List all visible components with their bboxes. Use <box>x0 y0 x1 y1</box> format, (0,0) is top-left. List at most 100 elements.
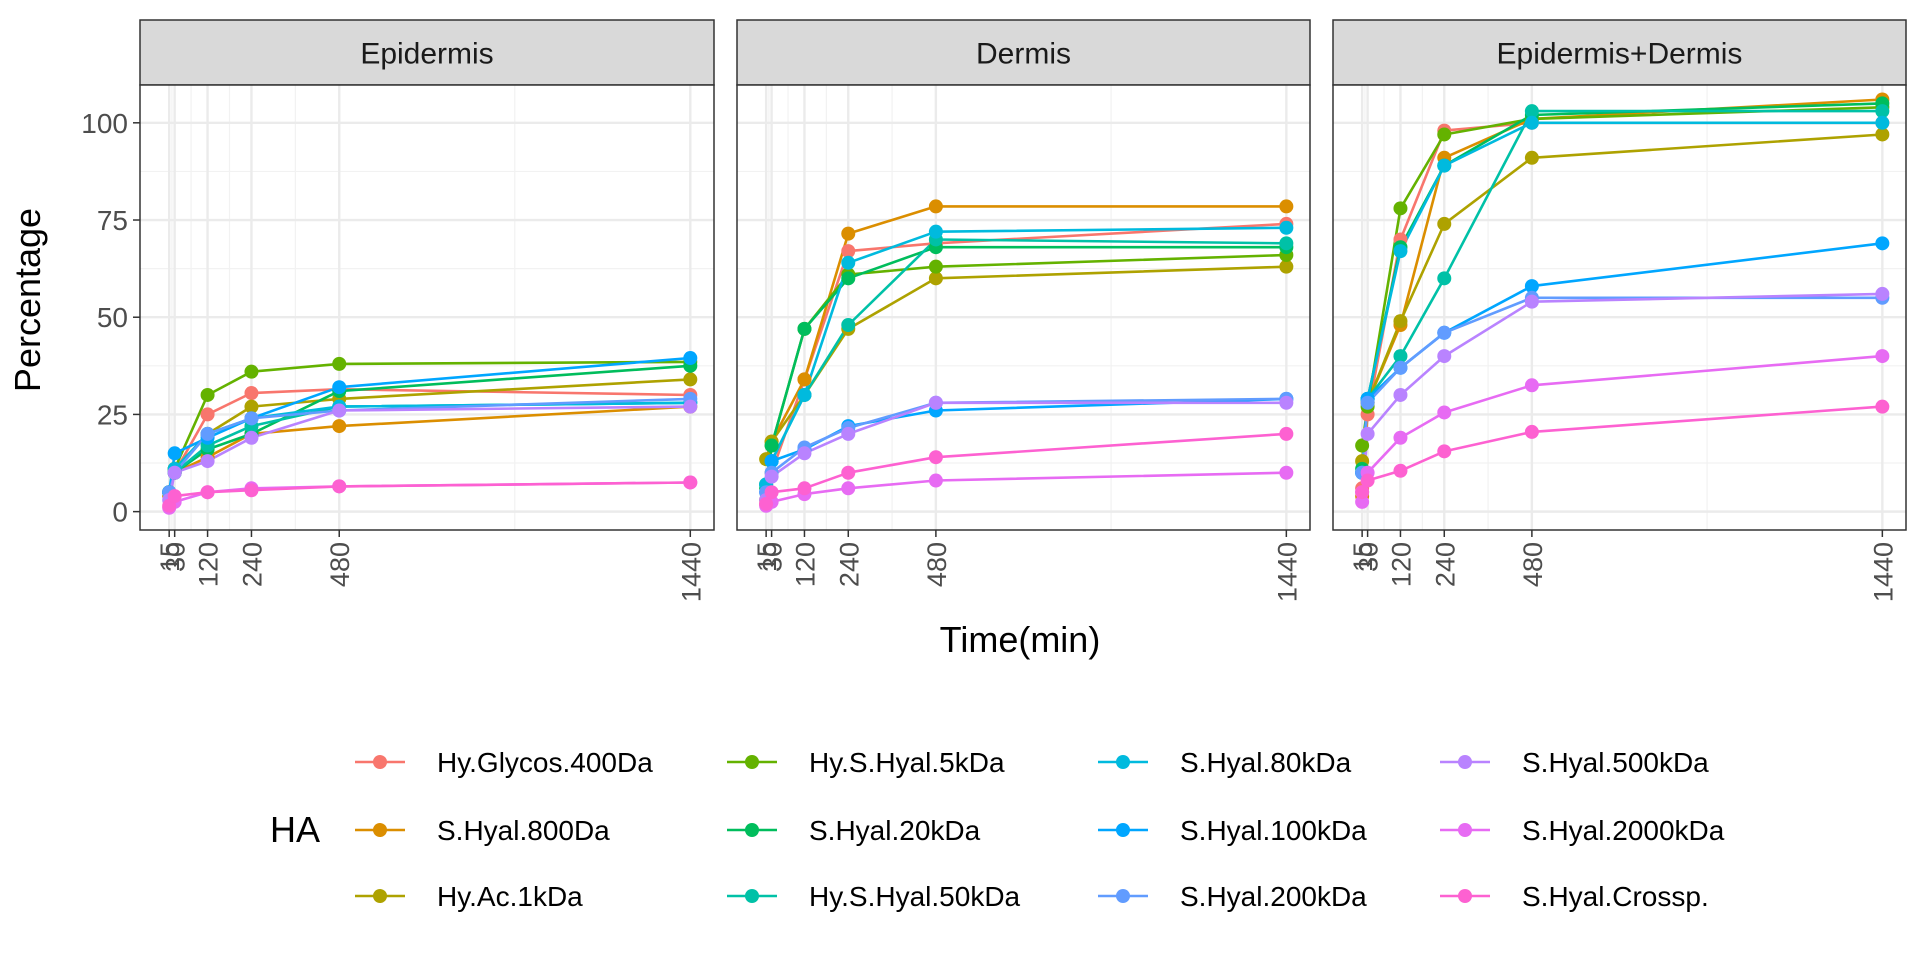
data-point <box>1279 465 1294 480</box>
data-point <box>1524 150 1539 165</box>
data-point <box>244 483 259 498</box>
x-tick-label: 15 <box>155 542 185 572</box>
data-point <box>244 386 259 401</box>
data-point <box>1875 115 1890 130</box>
legend-item: S.Hyal.2000kDa <box>1440 815 1725 846</box>
data-point <box>764 485 779 500</box>
data-point <box>841 481 856 496</box>
data-point <box>1360 473 1375 488</box>
data-point <box>1279 236 1294 251</box>
y-axis-label: Percentage <box>7 208 48 392</box>
x-tick-label: 480 <box>325 542 355 587</box>
y-tick-label: 75 <box>97 205 128 236</box>
data-point <box>841 465 856 480</box>
x-tick-label: 30 <box>1354 542 1384 572</box>
legend-key-point <box>1116 755 1130 769</box>
x-tick-label: 240 <box>237 542 267 587</box>
data-point <box>244 430 259 445</box>
x-tick-label: 30 <box>161 542 191 572</box>
legend-label: S.Hyal.Crossp. <box>1522 881 1709 912</box>
data-point <box>759 496 774 511</box>
legend-item: S.Hyal.Crossp. <box>1440 881 1709 912</box>
data-point <box>244 411 259 426</box>
data-point <box>1875 104 1890 119</box>
data-point <box>683 372 698 387</box>
data-point <box>764 469 779 484</box>
data-point <box>1279 426 1294 441</box>
data-point <box>797 372 812 387</box>
legend-key-point <box>373 755 387 769</box>
legend-key-point <box>745 755 759 769</box>
legend-label: Hy.Glycos.400Da <box>437 747 653 778</box>
legend-label: S.Hyal.100kDa <box>1180 815 1367 846</box>
x-tick-label: 1440 <box>676 542 706 602</box>
data-point <box>1355 485 1370 500</box>
x-tick-label: 15 <box>1348 542 1378 572</box>
data-point <box>683 475 698 490</box>
data-point <box>1875 349 1890 364</box>
legend-key-point <box>1116 823 1130 837</box>
data-point <box>332 479 347 494</box>
data-point <box>1279 395 1294 410</box>
legend-item: S.Hyal.200kDa <box>1098 881 1367 912</box>
data-point <box>200 407 215 422</box>
panel-border <box>139 84 715 531</box>
data-point <box>1437 349 1452 364</box>
data-point <box>928 224 943 239</box>
legend-key-point <box>745 823 759 837</box>
legend-key-point <box>1458 889 1472 903</box>
facet-strip-label: Epidermis <box>360 38 493 71</box>
legend-item: S.Hyal.100kDa <box>1098 815 1367 846</box>
data-point <box>841 426 856 441</box>
data-point <box>1875 286 1890 301</box>
data-point <box>332 403 347 418</box>
facet-strip <box>1332 19 1907 86</box>
data-point <box>841 255 856 270</box>
data-point <box>200 485 215 500</box>
data-point <box>1279 199 1294 214</box>
x-tick-label: 240 <box>834 542 864 587</box>
data-point <box>1524 115 1539 130</box>
data-point <box>167 465 182 480</box>
data-point <box>1393 463 1408 478</box>
data-point <box>841 244 856 259</box>
legend-key-point <box>1116 889 1130 903</box>
legend-item: S.Hyal.800Da <box>355 815 610 846</box>
data-point <box>1355 438 1370 453</box>
legend: HA Hy.Glycos.400Da S.Hyal.800Da Hy.Ac.1kDa… <box>270 747 1725 912</box>
legend-key-point <box>1458 823 1472 837</box>
data-point <box>1393 387 1408 402</box>
data-point <box>1393 314 1408 329</box>
data-point <box>1437 444 1452 459</box>
data-point <box>1524 294 1539 309</box>
y-tick-label: 100 <box>81 108 128 139</box>
data-point <box>167 446 182 461</box>
facet-strip-label: Dermis <box>976 38 1071 71</box>
legend-label: S.Hyal.80kDa <box>1180 747 1352 778</box>
legend-label: Hy.S.Hyal.5kDa <box>809 747 1005 778</box>
data-point <box>1437 405 1452 420</box>
x-tick-label: 120 <box>1386 542 1416 587</box>
x-tick-label: 1440 <box>1272 542 1302 602</box>
data-point <box>200 454 215 469</box>
data-point <box>797 446 812 461</box>
data-point <box>1524 378 1539 393</box>
data-point <box>1360 426 1375 441</box>
facet-strip-label: Epidermis+Dermis <box>1497 38 1743 71</box>
y-tick-label: 25 <box>97 399 128 430</box>
legend-key-point <box>373 889 387 903</box>
data-point <box>928 259 943 274</box>
legend-item: Hy.Glycos.400Da <box>355 747 653 778</box>
data-point <box>244 399 259 414</box>
legend-label: S.Hyal.500kDa <box>1522 747 1709 778</box>
panel-background <box>140 85 714 530</box>
data-point <box>1524 424 1539 439</box>
legend-title: HA <box>270 809 320 850</box>
data-point <box>1393 360 1408 375</box>
legend-label: S.Hyal.20kDa <box>809 815 981 846</box>
data-point <box>332 380 347 395</box>
